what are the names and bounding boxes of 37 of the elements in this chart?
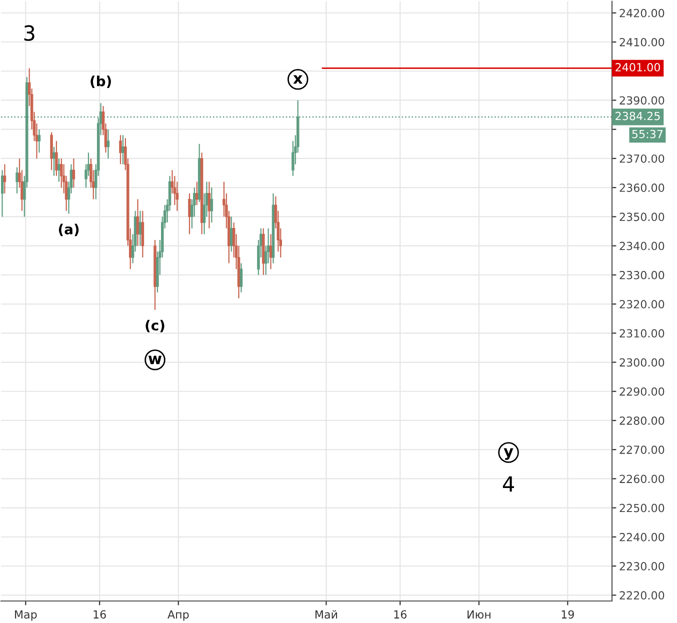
y-tick-label: 2290.00: [620, 387, 664, 396]
y-tick-label: 2330.00: [620, 270, 664, 280]
y-tick-label: 2260.00: [620, 474, 664, 484]
y-tick-label: 2270.00: [620, 446, 664, 454]
ref-line-label: 2384.25: [616, 112, 660, 120]
annotation: 3: [24, 25, 34, 41]
y-tick-label: 2280.00: [620, 416, 664, 425]
x-tick-label: Мар: [15, 610, 37, 621]
y-tick-label: 2220.00: [620, 591, 664, 600]
annotation: 4: [502, 476, 514, 492]
y-tick-label: 2390.00: [620, 96, 664, 105]
y-tick-label: 2340.00: [620, 242, 664, 250]
x-tick-label: 16: [94, 610, 106, 619]
annotation: (b): [90, 76, 111, 88]
x-tick-label: Июн: [468, 610, 490, 619]
y-tick-label: 2240.00: [620, 532, 664, 542]
x-tick-label: 16: [394, 610, 406, 619]
annotation: (a): [58, 224, 79, 236]
y-tick-label: 2350.00: [620, 212, 664, 222]
annotation: (c): [146, 320, 164, 332]
x-tick-label: Апр: [168, 610, 189, 621]
x-tick-label: 19: [562, 610, 574, 619]
annotation: y: [504, 448, 514, 460]
y-tick-label: 2230.00: [620, 562, 664, 570]
ref-line-label: 2401.00: [616, 63, 660, 72]
y-tick-label: 2320.00: [620, 300, 664, 308]
annotation: w: [148, 356, 162, 364]
y-tick-label: 2300.00: [620, 358, 664, 367]
y-tick-label: 2370.00: [620, 154, 664, 163]
y-tick-label: 2420.00: [620, 8, 664, 18]
x-tick-label: Май: [316, 610, 338, 619]
annotation: x: [293, 75, 303, 84]
y-tick-label: 2250.00: [620, 504, 664, 512]
y-tick-label: 2310.00: [620, 329, 664, 338]
y-tick-label: 2360.00: [620, 184, 664, 192]
text: 55:37: [632, 130, 663, 138]
y-tick-label: 2410.00: [620, 38, 664, 46]
